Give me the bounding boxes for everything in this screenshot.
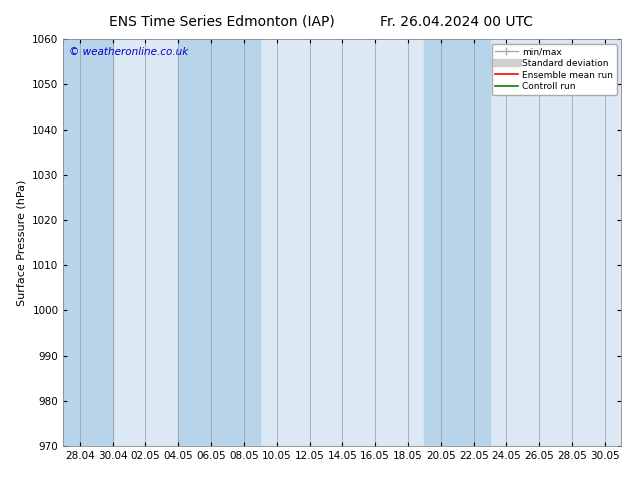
Legend: min/max, Standard deviation, Ensemble mean run, Controll run: min/max, Standard deviation, Ensemble me… — [491, 44, 617, 95]
Text: Fr. 26.04.2024 00 UTC: Fr. 26.04.2024 00 UTC — [380, 15, 533, 29]
Y-axis label: Surface Pressure (hPa): Surface Pressure (hPa) — [16, 179, 27, 306]
Bar — [63, 39, 113, 446]
Text: © weatheronline.co.uk: © weatheronline.co.uk — [69, 48, 188, 57]
Bar — [424, 39, 490, 446]
Bar — [178, 39, 261, 446]
Text: ENS Time Series Edmonton (IAP): ENS Time Series Edmonton (IAP) — [109, 15, 335, 29]
